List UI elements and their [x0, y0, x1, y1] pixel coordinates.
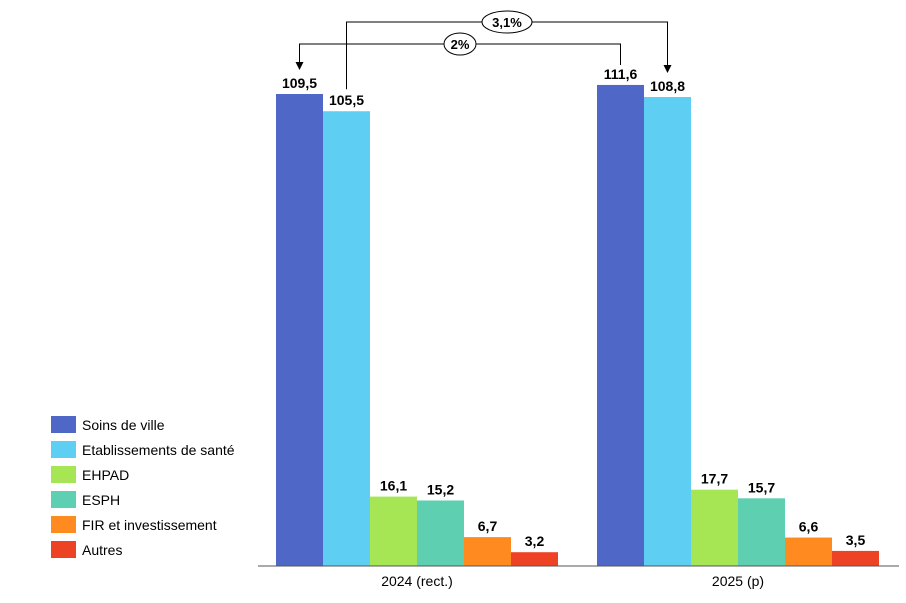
legend-swatch [51, 516, 76, 533]
value-label: 6,6 [799, 519, 819, 535]
legend-swatch [51, 416, 76, 433]
value-label: 17,7 [701, 471, 728, 487]
legend-label: Autres [82, 542, 122, 558]
legend-label: ESPH [82, 492, 120, 508]
bar-fir-et-investissement-1 [785, 537, 832, 566]
annotation-arrowhead [295, 62, 304, 70]
bar-ehpad-0 [370, 496, 417, 566]
bar-autres-1 [832, 550, 879, 566]
bar-fir-et-investissement-0 [464, 537, 511, 566]
value-label: 15,7 [748, 479, 775, 495]
legend-swatch [51, 491, 76, 508]
legend-swatch [51, 541, 76, 558]
value-labels-group: 109,5 105,5 16,1 15,2 6,7 3,2 111,6 108,8 17,7 15… [282, 66, 865, 549]
annotation-bubble [481, 10, 533, 34]
value-label: 105,5 [329, 92, 364, 108]
bar-esph-1 [738, 498, 785, 566]
bar-ehpad-1 [691, 489, 738, 566]
bar-etablissements-de-sant--1 [644, 97, 691, 567]
legend-label: Soins de ville [82, 417, 165, 433]
legend-swatch [51, 441, 76, 458]
bar-soins-de-ville-1 [597, 84, 644, 567]
value-label: 16,1 [380, 478, 407, 494]
category-label: 2025 (p) [712, 573, 764, 589]
value-label: 111,6 [604, 66, 638, 82]
bar-autres-0 [511, 552, 558, 566]
bar-etablissements-de-sant--0 [323, 111, 370, 567]
value-label: 109,5 [282, 75, 317, 91]
value-label: 108,8 [650, 78, 685, 94]
value-label: 15,2 [427, 481, 454, 497]
legend-label: FIR et investissement [82, 517, 217, 533]
legend-label: Etablissements de santé [82, 442, 235, 458]
legend-label: EHPAD [82, 467, 129, 483]
legend-swatch [51, 466, 76, 483]
bar-esph-0 [417, 500, 464, 566]
growth-annotations: 3,1% 2% [295, 10, 672, 90]
annotation-label: 3,1% [492, 15, 522, 30]
category-label: 2024 (rect.) [381, 573, 453, 589]
category-labels-group: 2024 (rect.) 2025 (p) [381, 573, 764, 589]
annotation-label: 2% [451, 37, 470, 52]
bar-soins-de-ville-0 [276, 94, 323, 566]
legend: Soins de ville Etablissements de santé EHP… [51, 416, 235, 558]
annotation-bubble [443, 32, 477, 56]
value-label: 3,5 [846, 532, 866, 548]
value-label: 6,7 [478, 518, 498, 534]
annotation-arrowhead [663, 65, 672, 74]
bars-group [276, 84, 879, 567]
value-label: 3,2 [525, 533, 545, 549]
